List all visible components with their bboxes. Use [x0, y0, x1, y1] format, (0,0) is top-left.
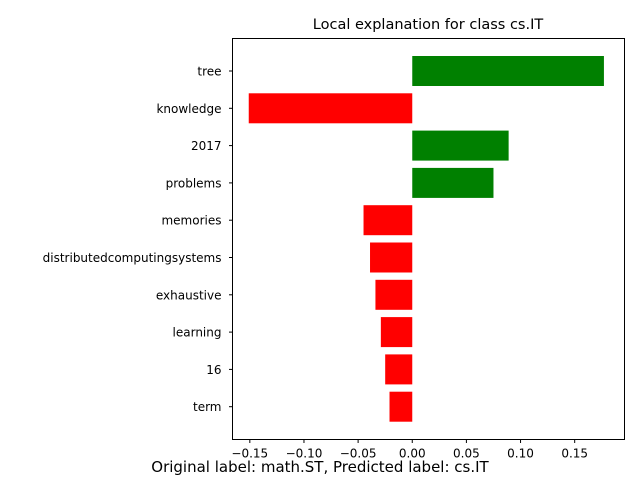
caption: Original label: math.ST, Predicted label… — [151, 458, 489, 476]
y-tick-label: tree — [197, 65, 221, 79]
y-tick-label: knowledge — [156, 102, 221, 116]
y-tick-label: memories — [161, 214, 221, 228]
x-tick-label: −0.15 — [231, 447, 268, 461]
y-tick-label: 2017 — [191, 139, 222, 153]
y-tick-label: distributedcomputingsystems — [43, 251, 222, 265]
bar-learning — [380, 317, 413, 348]
y-axis-ticks: tree knowledge 2017 problems memories distrib… — [43, 65, 233, 414]
y-tick-label: exhaustive — [156, 288, 222, 302]
bars-group — [248, 56, 604, 422]
bar-memories — [363, 205, 413, 236]
bar-problems — [412, 167, 494, 198]
bar-16 — [385, 354, 413, 385]
y-tick-label: learning — [173, 326, 222, 340]
x-axis-ticks: −0.15 −0.10 −0.05 0.00 0.05 0.10 0.15 — [231, 439, 588, 461]
y-tick-label: problems — [166, 176, 222, 190]
plot-frame — [232, 38, 625, 440]
x-tick-label: 0.00 — [399, 447, 426, 461]
bar-distributedcomputingsystems — [370, 242, 413, 273]
x-tick-label: 0.10 — [507, 447, 534, 461]
bar-term — [389, 391, 413, 422]
bar-exhaustive — [375, 279, 413, 310]
chart-title: Local explanation for class cs.IT — [313, 17, 544, 33]
y-tick-label: 16 — [206, 363, 221, 377]
x-tick-label: 0.15 — [561, 447, 588, 461]
bar-knowledge — [248, 93, 413, 124]
x-tick-label: 0.05 — [453, 447, 480, 461]
bar-2017 — [412, 130, 509, 161]
x-tick-label: −0.05 — [340, 447, 377, 461]
bar-tree — [412, 56, 604, 86]
y-tick-label: term — [193, 400, 222, 414]
x-tick-label: −0.10 — [286, 447, 323, 461]
